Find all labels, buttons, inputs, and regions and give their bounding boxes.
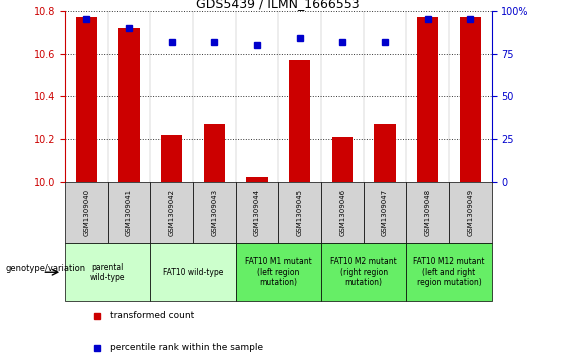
Bar	[374, 124, 396, 182]
Text: percentile rank within the sample: percentile rank within the sample	[110, 343, 263, 352]
Bar	[289, 60, 310, 182]
Text: transformed count: transformed count	[110, 311, 194, 320]
Bar	[65, 243, 150, 301]
Text: GSM1309043: GSM1309043	[211, 189, 218, 236]
Text: genotype/variation: genotype/variation	[6, 264, 86, 273]
Bar	[236, 182, 278, 243]
Bar	[332, 137, 353, 182]
Bar	[406, 182, 449, 243]
Bar	[321, 182, 364, 243]
Text: FAT10 M2 mutant
(right region
mutation): FAT10 M2 mutant (right region mutation)	[330, 257, 397, 287]
Bar	[76, 17, 97, 182]
Bar	[150, 243, 236, 301]
Text: GSM1309046: GSM1309046	[339, 189, 345, 236]
Text: GSM1309044: GSM1309044	[254, 189, 260, 236]
Text: FAT10 M12 mutant
(left and right
region mutation): FAT10 M12 mutant (left and right region …	[413, 257, 485, 287]
Bar	[449, 182, 492, 243]
Bar	[203, 124, 225, 182]
Text: GSM1309041: GSM1309041	[126, 189, 132, 236]
Text: GSM1309048: GSM1309048	[424, 189, 431, 236]
Title: GDS5439 / ILMN_1666553: GDS5439 / ILMN_1666553	[197, 0, 360, 10]
Text: GSM1309042: GSM1309042	[168, 189, 175, 236]
Bar	[459, 17, 481, 182]
Bar	[279, 182, 321, 243]
Bar	[107, 182, 150, 243]
Bar	[406, 243, 492, 301]
Text: GSM1309047: GSM1309047	[382, 189, 388, 236]
Text: FAT10 M1 mutant
(left region
mutation): FAT10 M1 mutant (left region mutation)	[245, 257, 312, 287]
Text: parental
wild-type: parental wild-type	[90, 262, 125, 282]
Text: GSM1309045: GSM1309045	[297, 189, 303, 236]
Bar	[150, 182, 193, 243]
Bar	[236, 243, 321, 301]
Bar	[321, 243, 406, 301]
Bar	[118, 28, 140, 182]
Bar	[417, 17, 438, 182]
Text: GSM1309049: GSM1309049	[467, 189, 473, 236]
Bar	[65, 182, 107, 243]
Bar	[161, 135, 182, 182]
Text: GSM1309040: GSM1309040	[83, 189, 89, 236]
Bar	[364, 182, 406, 243]
Text: FAT10 wild-type: FAT10 wild-type	[163, 268, 223, 277]
Bar	[246, 177, 268, 182]
Bar	[193, 182, 236, 243]
